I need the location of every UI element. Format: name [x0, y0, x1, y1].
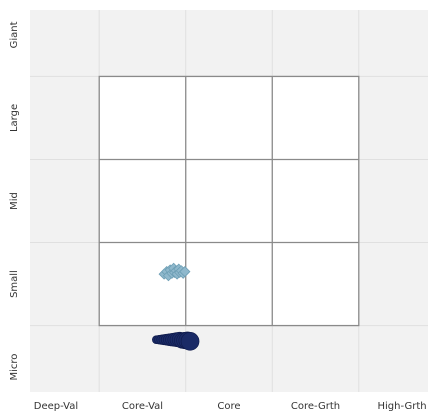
style-box: [98, 75, 360, 327]
x-tick-label: Core-Grth: [291, 401, 340, 411]
x-tick-label: Core: [217, 401, 240, 411]
y-tick-label: Small: [9, 270, 20, 298]
series-1-point-13: [180, 332, 200, 351]
x-tick-label: Deep-Val: [34, 401, 78, 411]
marks-layer: [152, 262, 200, 351]
style-box-frame: [98, 75, 360, 327]
y-tick-label: Large: [9, 104, 20, 132]
x-tick-label: High-Grth: [378, 401, 427, 411]
y-tick-label: Micro: [9, 354, 20, 381]
y-tick-label: Mid: [9, 192, 20, 210]
series-0-point-13: [179, 266, 191, 278]
y-tick-label: Giant: [9, 21, 20, 48]
x-tick-label: Core-Val: [122, 401, 163, 411]
axis-labels: Deep-Val Core-Val Core Core-Grth High-Grth Gi…: [9, 21, 427, 411]
